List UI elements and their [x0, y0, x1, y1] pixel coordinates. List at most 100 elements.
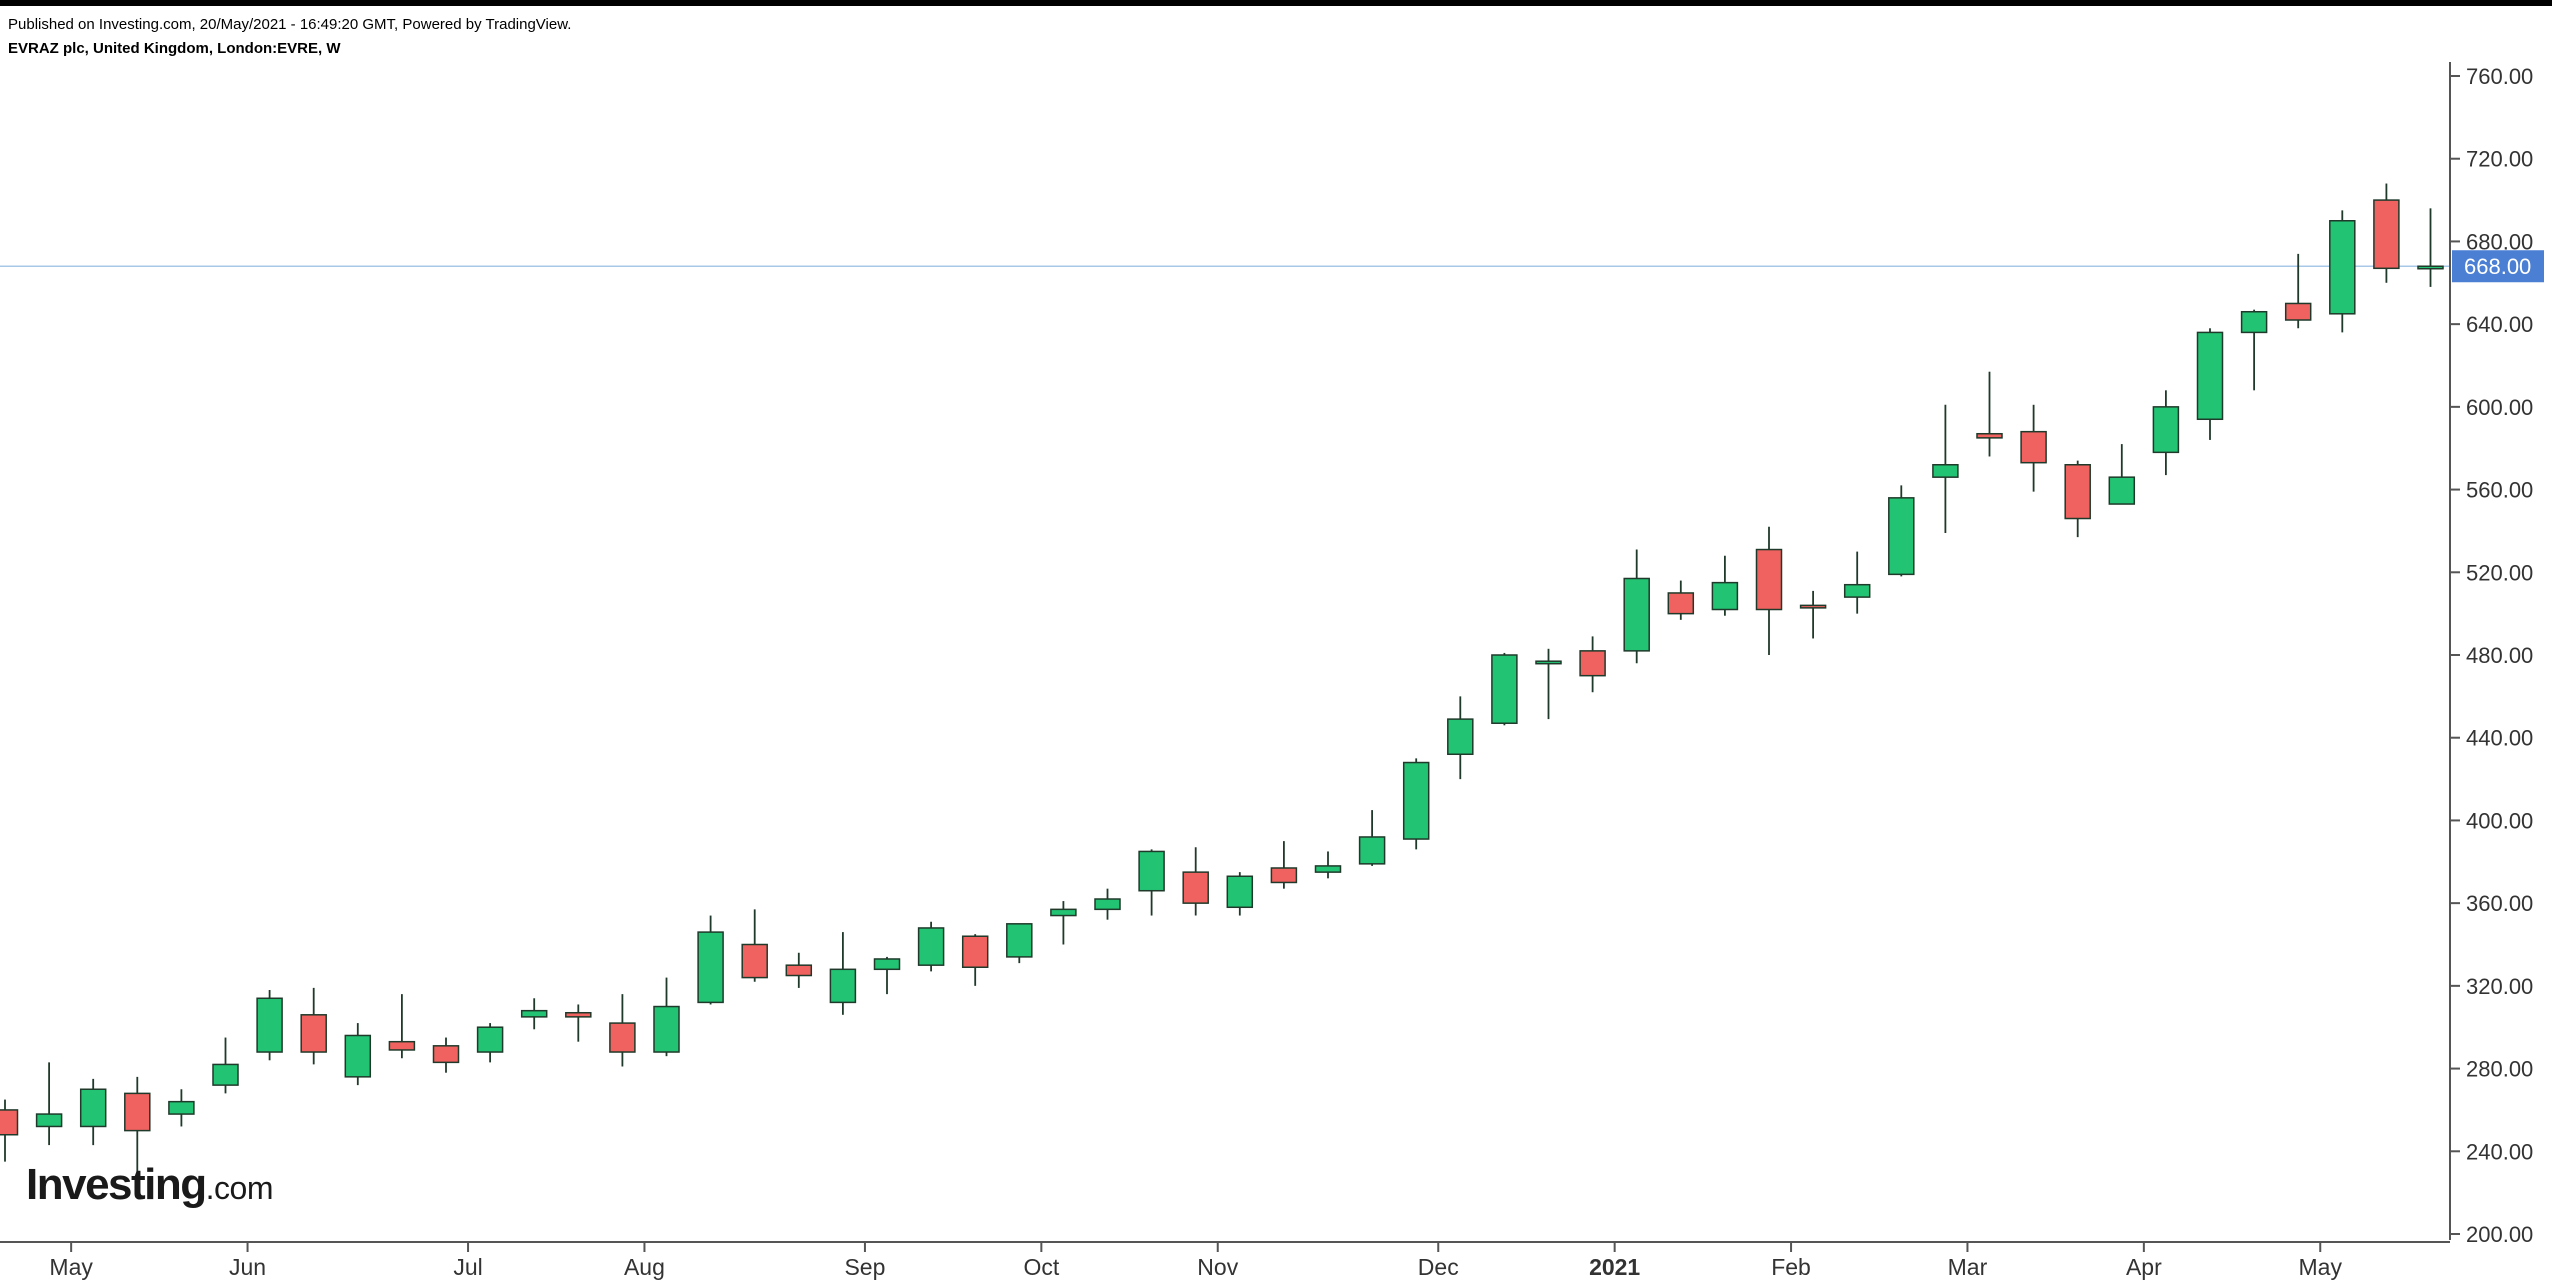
- y-tick-label: 560.00: [2466, 478, 2533, 503]
- candle-body: [1314, 865, 1342, 873]
- candle: [1182, 847, 1209, 916]
- candle-body: [2373, 199, 2400, 270]
- candle: [256, 989, 283, 1061]
- candle-body: [741, 943, 768, 979]
- candle: [300, 987, 327, 1065]
- candle-body: [1447, 718, 1474, 756]
- candle: [1843, 551, 1871, 614]
- candle: [79, 1078, 107, 1146]
- candle-body: [1491, 654, 1518, 724]
- candle-body: [829, 968, 857, 1004]
- candle: [1491, 652, 1518, 726]
- candle-body: [1402, 761, 1430, 840]
- candle-body: [124, 1092, 151, 1132]
- candle-body: [2108, 476, 2136, 505]
- candle-body: [1226, 875, 1254, 909]
- candle-body: [1843, 583, 1871, 598]
- candle-body: [520, 1009, 548, 1018]
- last-price-badge: [2452, 250, 2544, 283]
- candle: [1579, 636, 1606, 693]
- y-tick-label: 240.00: [2466, 1139, 2533, 1164]
- y-tick-label: 400.00: [2466, 808, 2533, 833]
- y-tick-label: 600.00: [2466, 395, 2533, 420]
- candle: [1888, 485, 1915, 577]
- candle: [785, 952, 813, 988]
- y-tick-label: 360.00: [2466, 891, 2533, 916]
- y-tick-label: 280.00: [2466, 1057, 2533, 1082]
- candle: [2108, 444, 2136, 505]
- candle-body: [1270, 867, 1298, 884]
- candle-body: [1888, 497, 1915, 576]
- candle: [917, 921, 945, 972]
- candle: [1226, 872, 1254, 916]
- candle-body: [388, 1040, 416, 1051]
- candle: [1932, 404, 1959, 533]
- candle-body: [1535, 660, 1562, 665]
- candle: [35, 1062, 63, 1146]
- candle: [1006, 923, 1033, 964]
- candle-body: [1932, 464, 1959, 478]
- candle: [2417, 208, 2444, 287]
- candle: [2196, 328, 2224, 440]
- candle-body: [1976, 432, 2003, 439]
- candle-body: [1050, 908, 1077, 917]
- x-tick-label: Mar: [1948, 1254, 1988, 1280]
- y-tick-label: 720.00: [2466, 147, 2533, 172]
- candle-body: [1579, 650, 1606, 677]
- candle: [1667, 580, 1695, 620]
- top-border: [0, 0, 2552, 6]
- candle: [2020, 404, 2047, 492]
- y-tick-label: 480.00: [2466, 643, 2533, 668]
- candle-body: [873, 958, 901, 971]
- candle-body: [300, 1014, 327, 1053]
- candle-body: [1182, 871, 1209, 904]
- candle: [565, 1004, 592, 1042]
- x-tick-label: May: [2299, 1254, 2343, 1280]
- candle: [873, 956, 901, 995]
- candle-body: [432, 1045, 460, 1064]
- candle: [1358, 810, 1386, 866]
- candle-body: [1755, 548, 1783, 611]
- candle-body: [1358, 836, 1386, 865]
- candle-body: [2152, 406, 2180, 454]
- candle: [1314, 851, 1342, 879]
- candle-body: [2064, 464, 2091, 520]
- symbol-title: EVRAZ plc, United Kingdom, London:EVRE, …: [8, 40, 341, 57]
- candle: [829, 932, 857, 1015]
- candle-body: [79, 1088, 107, 1128]
- candle: [1447, 696, 1474, 780]
- candle: [520, 998, 548, 1030]
- candle-body: [256, 997, 283, 1053]
- candle: [2329, 210, 2356, 333]
- candle-body: [1006, 923, 1033, 958]
- last-price-label: 668.00: [2464, 254, 2531, 279]
- candle: [2373, 183, 2400, 283]
- candle: [697, 915, 724, 1005]
- candle-body: [961, 935, 989, 968]
- published-note: Published on Investing.com, 20/May/2021 …: [8, 16, 572, 33]
- x-tick-label: Aug: [624, 1254, 665, 1280]
- candle-body: [785, 964, 813, 977]
- candle: [168, 1089, 195, 1127]
- candle-body: [2417, 265, 2444, 270]
- logo-brand: Investing: [26, 1160, 207, 1209]
- candle: [1050, 901, 1077, 945]
- candle: [124, 1076, 151, 1177]
- y-tick-label: 200.00: [2466, 1222, 2533, 1247]
- x-tick-label: Sep: [844, 1254, 885, 1280]
- candle-body: [1094, 898, 1121, 911]
- y-tick-label: 320.00: [2466, 974, 2533, 999]
- x-tick-label: Dec: [1418, 1254, 1459, 1280]
- candle-body: [2329, 220, 2356, 315]
- candle-body: [2196, 331, 2224, 421]
- candle: [344, 1023, 372, 1086]
- candle-body: [2020, 430, 2047, 464]
- candle: [388, 994, 416, 1059]
- x-tick-label: 2021: [1589, 1254, 1640, 1280]
- candle-body: [35, 1113, 63, 1128]
- candle: [432, 1037, 460, 1073]
- y-tick-label: 520.00: [2466, 560, 2533, 585]
- y-tick-label: 760.00: [2466, 64, 2533, 89]
- candle: [0, 1099, 19, 1162]
